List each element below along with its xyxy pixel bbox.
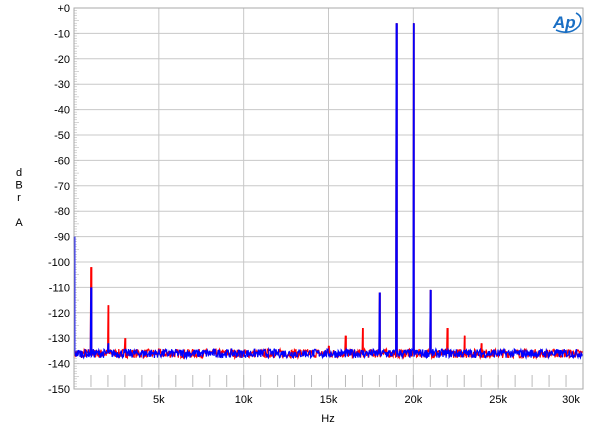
y-tick-label: -110: [49, 282, 70, 294]
y-tick-label: -150: [48, 384, 70, 396]
y-tick-label: -70: [54, 181, 70, 193]
traces: [73, 23, 584, 361]
y-tick-label: -40: [54, 105, 70, 117]
y-axis-label: dBr A: [15, 167, 23, 229]
y-tick-label: -10: [54, 28, 70, 40]
x-tick-label: 25k: [489, 394, 507, 406]
series-trace-1: [73, 23, 584, 361]
y-tick-label: -130: [48, 333, 70, 345]
series-trace-0: [73, 23, 584, 361]
y-axis-label-char: d: [16, 167, 22, 179]
y-tick-labels: +0 -10 -20 -30 -40 -50 -60 -70 -80 -90 -100 -110 -12…: [48, 3, 70, 396]
x-tick-label: 30k: [562, 394, 580, 406]
x-tick-label: 20k: [404, 394, 422, 406]
y-tick-label: -20: [54, 54, 70, 66]
y-tick-label: -140: [48, 359, 70, 371]
x-axis-label: Hz: [321, 413, 334, 425]
y-tick-label: +0: [57, 3, 70, 15]
y-tick-label: -80: [54, 206, 70, 218]
y-axis-label-char: r: [17, 192, 21, 204]
x-tick-label: 10k: [235, 394, 253, 406]
x-tick-label: 5k: [153, 394, 165, 406]
ap-logo-text: Ap: [552, 13, 576, 32]
x-tick-label: 15k: [320, 394, 338, 406]
grid: [74, 7, 584, 390]
y-tick-label: -60: [54, 155, 70, 167]
y-axis-label-char: B: [15, 180, 22, 192]
y-tick-label: -50: [54, 130, 70, 142]
y-tick-label: -100: [48, 257, 70, 269]
y-tick-label: -120: [48, 308, 70, 320]
x-tick-labels: 5k 10k 15k 20k 25k 30k: [153, 394, 580, 406]
plot-frame: [73, 7, 584, 390]
y-axis-label-char: A: [15, 217, 23, 229]
y-tick-label: -30: [54, 79, 70, 91]
ap-logo: Ap: [552, 12, 582, 34]
y-tick-label: -90: [54, 232, 70, 244]
